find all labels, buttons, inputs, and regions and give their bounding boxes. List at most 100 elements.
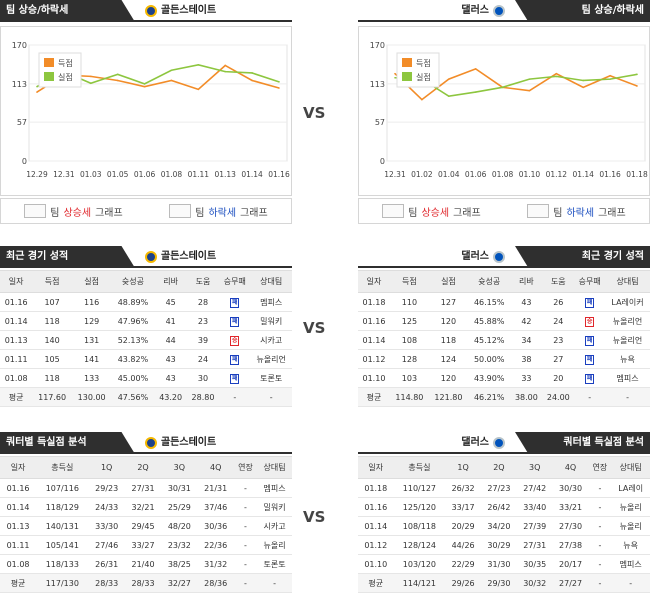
right-quarter-table: 일자 총득실 1Q 2Q 3Q 4Q 연장 상대팀 01.18 110/127 26/32 27/23… [358,456,650,593]
up-trend-icon [382,204,405,218]
y-tick-label: 113 [370,80,385,89]
table-cell: - [611,573,650,593]
series-line-1 [394,73,638,98]
data-point [555,72,558,75]
table-cell: 26/42 [481,497,517,517]
table-cell: 117/130 [36,573,89,593]
table-row: 01.13 140/131 33/30 29/45 48/20 30/36- 시카고 [0,516,292,536]
table-cell: 131 [71,330,112,350]
result-badge: 패 [585,354,595,365]
x-tick-label: 01.14 [241,170,263,179]
vs-label: VS [303,508,326,526]
result-badge: 패 [230,316,240,327]
column-header: 실점 [71,270,112,293]
table-cell: 37/46 [197,497,234,517]
data-point [251,72,253,74]
table-cell: 27/46 [88,535,125,555]
left-team-label: 골든스테이트 [145,246,216,268]
table-cell: 128/124 [393,535,446,555]
legend-prefix: 팀 [195,207,205,219]
table-cell: - [233,535,258,555]
right-chart-svg: 0 57 113 170 12.31 01.02 01.04 01.06 01.08 01.10 0… [370,41,648,179]
table-cell: 28/33 [88,573,125,593]
up-graph-legend: 팀 상승세 그래프 [382,204,481,219]
table-cell: 33/27 [124,535,162,555]
left-chart-svg: 0 57 113 170 12.29 12.31 01.03 01.05 01.06 01.08 0… [12,41,290,179]
legend-prefix: 팀 [50,207,60,219]
column-header: 일자 [358,456,394,479]
table-cell: 39 [186,330,220,350]
column-header: 승무패 [219,270,251,293]
left-recent-title: 최근 경기 성적 [0,246,135,268]
table-cell: - [605,387,650,407]
legend-prefix: 팀 [408,207,418,219]
table-cell: 멤피스 [611,554,650,574]
table-cell: 103/120 [393,554,446,574]
table-cell: 01.12 [358,535,394,555]
x-tick-label: 01.04 [438,170,460,179]
table-cell: 45.00% [111,368,155,388]
table-cell: 128 [389,349,429,369]
table-cell: - [588,535,612,555]
table-cell: 107 [32,292,72,312]
table-cell: 46.21% [467,387,511,407]
left-team-name: 골든스테이트 [161,437,217,448]
table-cell: 125/120 [393,497,446,517]
header-rule [358,266,650,268]
table-row: 01.12 128 124 50.00% 38 27 패 뉴욕 [358,349,650,369]
header-rule [358,452,650,454]
table-cell: 뉴올리언 [605,311,650,331]
table-cell: 멤피스 [257,478,292,498]
warriors-logo-icon [145,5,157,17]
table-cell: 30 [186,368,220,388]
data-point [528,89,531,92]
table-cell: 평균 [358,387,390,407]
left-quarter-table: 일자 총득실 1Q 2Q 3Q 4Q 연장 상대팀 01.16 107/116 29/23 27/31… [0,456,292,593]
table-cell: 01.18 [358,292,390,312]
table-cell: 29/26 [445,573,482,593]
table-cell: 23 [186,311,220,331]
table-cell: 뉴올리 [611,497,650,517]
table-cell: 43.20 [154,387,187,407]
table-cell: 43 [510,292,543,312]
table-cell: - [588,516,612,536]
table-cell: 130.00 [71,387,112,407]
right-recent-title: 최근 경기 성적 [515,246,650,268]
table-row: 01.13 140 131 52.13% 44 39 승 시카고 [0,330,292,350]
table-cell: 33/30 [88,516,125,536]
table-cell: 24/33 [88,497,125,517]
data-point [170,79,173,82]
down-trend-icon [169,204,192,218]
legend-up-word: 상승세 [421,207,450,219]
table-cell: 27/38 [552,535,589,555]
table-cell: 118 [32,311,72,331]
x-tick-label: 01.16 [268,170,290,179]
down-trend-icon [527,204,550,218]
table-cell: 30/31 [161,478,198,498]
left-recent-header: 최근 경기 성적 골든스테이트 [0,246,292,268]
x-tick-label: 01.06 [465,170,487,179]
table-row: 01.10 103 120 43.90% 33 20 패 멤피스 [358,368,650,388]
table-cell: 50.00% [467,349,511,369]
x-tick-label: 01.06 [134,170,156,179]
table-cell: 114.80 [389,387,429,407]
legend-suffix: 그래프 [453,207,481,219]
column-header: 2Q [124,456,162,479]
table-cell: 114/121 [393,573,446,593]
table-cell: 29/23 [88,478,125,498]
x-tick-label: 01.08 [492,170,514,179]
data-point [582,79,585,82]
legend-swatch [402,72,412,81]
table-row: 01.12 128/124 44/26 30/29 27/31 27/38- 뉴욕 [358,535,650,555]
table-row: 01.16 125/120 33/17 26/42 33/40 33/21- 뉴올리 [358,497,650,517]
right-team-label: 댈러스 [461,0,505,22]
table-cell: 129 [71,311,112,331]
right-trend-panel: 댈러스 팀 상승/하락세 0 57 113 170 12.31 01.02 01.04 01.… [358,0,650,224]
data-point [447,78,450,80]
column-header: 1Q [445,456,482,479]
data-point [394,72,396,75]
table-cell: 01.12 [358,349,390,369]
table-cell: 패 [574,330,606,350]
table-cell: 01.11 [0,349,33,369]
